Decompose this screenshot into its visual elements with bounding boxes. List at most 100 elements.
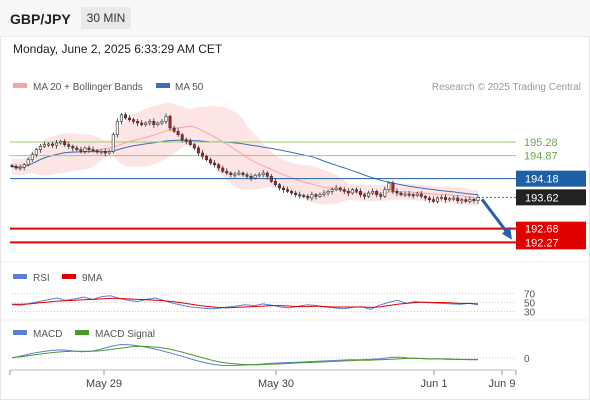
candle-body [444, 197, 448, 200]
candle-body [419, 193, 423, 197]
symbol-title: GBP/JPY [10, 11, 71, 27]
candle-body [184, 139, 188, 142]
candle-body [168, 116, 172, 129]
candle-body [367, 192, 371, 197]
candle-body [314, 194, 318, 197]
candle-body [399, 192, 403, 195]
candle-body [55, 142, 59, 146]
candle-body [423, 196, 427, 199]
candle-body [363, 194, 367, 197]
primary-series-line [11, 343, 478, 367]
candle-body [34, 149, 38, 155]
ma50-legend-swatch [156, 83, 170, 88]
candle-body [286, 189, 290, 192]
resistance-label: 195.28 [524, 137, 558, 149]
rsi-legend-swatch [13, 274, 27, 279]
candle-body [253, 175, 257, 179]
candle-body [257, 174, 261, 177]
candle-body [67, 144, 71, 147]
candle-body [225, 171, 229, 174]
candle-body [261, 172, 265, 175]
candle-body [302, 195, 306, 197]
credit-text: Research © 2025 Trading Central [432, 82, 581, 93]
candle-body [379, 194, 383, 197]
candle-body [59, 141, 63, 144]
candle-body [75, 147, 79, 150]
candle-body [387, 182, 391, 190]
candle-body [38, 146, 42, 150]
panel-tick-label: 50 [524, 299, 536, 310]
candle-body [95, 150, 99, 153]
forecast-arrow-shaft [480, 198, 510, 235]
candle-body [221, 167, 225, 172]
candle-body [204, 156, 209, 160]
candle-body [342, 189, 346, 192]
candle-body [87, 147, 91, 150]
support-label: 192.68 [525, 224, 559, 236]
panel-tick-label: 0 [524, 354, 530, 365]
candle-body [468, 199, 472, 202]
last-price-box [516, 189, 586, 206]
x-tick-label: Jun 9 [489, 378, 516, 390]
candle-body [144, 122, 148, 125]
pivot-label-box [516, 170, 586, 187]
candle-body [281, 187, 286, 190]
candle-body [375, 191, 379, 195]
candle-body [22, 164, 26, 168]
candle-body [277, 184, 281, 189]
candle-body [269, 176, 273, 182]
bollinger-band [12, 102, 478, 206]
candle-body [460, 199, 464, 202]
support-label-box [516, 235, 586, 250]
candle-body [298, 194, 302, 197]
candle-body [111, 134, 115, 152]
candle-body [322, 192, 326, 195]
candle-body [237, 172, 241, 175]
candle-body [456, 197, 460, 201]
candle-body [172, 127, 176, 132]
candle-body [290, 191, 294, 194]
candle-body [123, 114, 127, 119]
candle-body [427, 197, 431, 200]
candle-body [334, 187, 338, 190]
candle-body [310, 194, 314, 199]
candle-body [18, 167, 22, 169]
macd-signal-legend-swatch [75, 330, 89, 335]
candle-body [30, 154, 34, 160]
candle-body [213, 162, 217, 165]
candle-body [229, 172, 233, 175]
candle-body [249, 176, 253, 179]
candle-body [26, 159, 30, 165]
last-price-label: 193.62 [525, 192, 559, 204]
candle-body [464, 199, 468, 202]
rsi-ma-legend-label: 9MA [82, 273, 103, 284]
candle-body [233, 173, 237, 176]
candle-body [476, 197, 480, 201]
candle-body [273, 181, 277, 185]
candle-body [448, 198, 452, 201]
candle-body [318, 194, 322, 197]
candle-body [136, 121, 140, 124]
candle-body [42, 144, 46, 147]
x-tick-label: Jun 1 [421, 378, 448, 390]
primary-series-line [11, 295, 479, 310]
candle-body [407, 193, 411, 196]
candle-body [103, 151, 107, 154]
interval-button[interactable]: 30 MIN [81, 7, 131, 29]
ma50-legend-label: MA 50 [175, 82, 204, 93]
panel-tick-label: 30 [524, 308, 536, 319]
x-tick-label: May 30 [258, 378, 294, 390]
candle-body [415, 193, 419, 196]
candle-body [119, 114, 123, 122]
candle-body [91, 149, 95, 152]
x-tick-label: May 29 [86, 378, 122, 390]
candle-body [140, 122, 144, 125]
candle-body [383, 189, 387, 197]
candle-body [196, 147, 200, 154]
candle-body [51, 143, 55, 146]
candle-body [265, 172, 269, 177]
candle-body [294, 192, 298, 195]
